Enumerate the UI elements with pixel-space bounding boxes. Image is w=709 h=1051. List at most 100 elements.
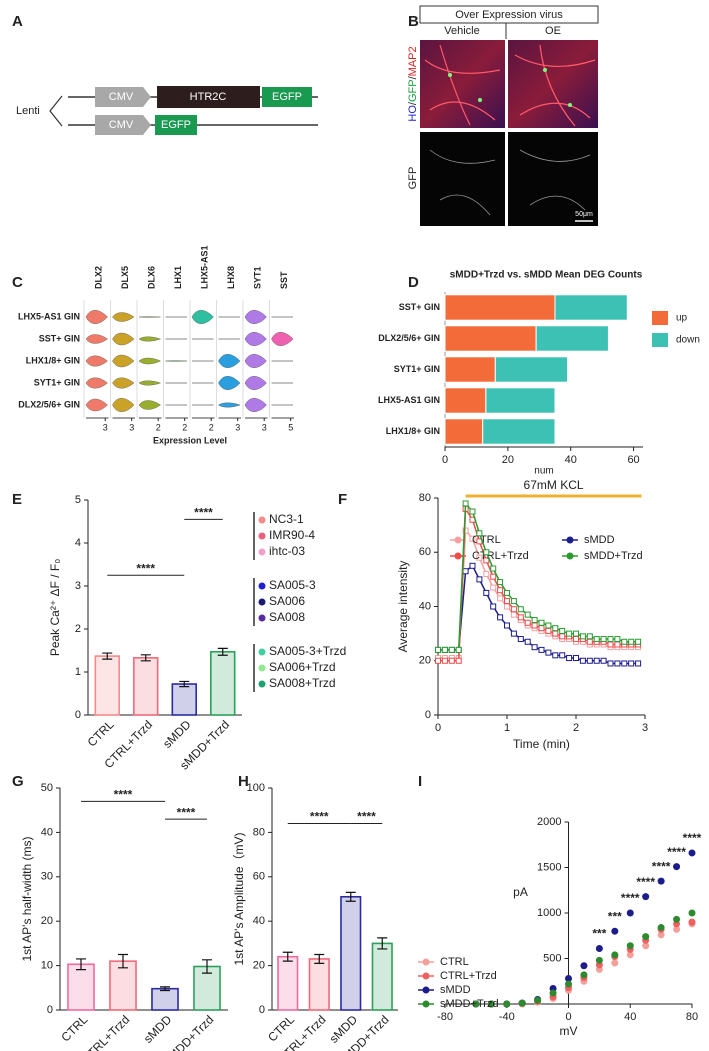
marker — [607, 660, 614, 667]
panel-label: F — [338, 491, 347, 508]
significance-label: **** — [177, 805, 196, 819]
legend-label: NC3-1 — [269, 512, 304, 526]
x-tick-label: 1 — [504, 722, 510, 734]
bar — [67, 963, 95, 1011]
violin — [218, 354, 241, 368]
legend-label: SA006 — [269, 594, 305, 608]
marker — [490, 603, 497, 610]
bar-segment — [444, 325, 537, 352]
marker — [504, 622, 510, 629]
marker — [510, 598, 517, 605]
marker — [462, 527, 469, 534]
row-label-part: MAP2 — [407, 46, 419, 76]
legend-label: CTRL — [440, 956, 469, 968]
legend-label: sMDD+Trzd — [584, 550, 643, 562]
x-tick-label: -80 — [437, 1011, 453, 1023]
marker — [469, 535, 476, 542]
x-axis-label: Expression Level — [153, 435, 227, 445]
x-tick-label: 0 — [435, 722, 441, 734]
marker — [628, 638, 635, 645]
marker — [455, 657, 462, 664]
gene-label: DLX6 — [147, 266, 157, 289]
marker — [476, 530, 483, 537]
chart-title: sMDD+Trzd vs. sMDD Mean DEG Counts — [450, 270, 643, 281]
panel-label: A — [12, 13, 23, 30]
point — [673, 925, 681, 933]
header: Over Expression virus — [455, 9, 563, 21]
scale-label: 50μm — [575, 211, 593, 218]
marker — [448, 657, 455, 664]
marker — [607, 636, 614, 643]
marker — [635, 660, 642, 667]
error-bar — [140, 654, 151, 662]
y-tick-label: 50 — [41, 782, 53, 794]
y-tick-label: LHX5-AS1 GIN — [378, 395, 440, 405]
marker — [469, 562, 476, 569]
x-tick-label: 3 — [129, 422, 134, 432]
violin — [138, 316, 161, 318]
marker — [538, 619, 545, 626]
y-tick-label: 40 — [41, 826, 53, 838]
marker — [524, 619, 531, 626]
significance-label: **** — [357, 810, 376, 824]
marker — [586, 638, 593, 645]
row-label-part: HO — [407, 105, 419, 122]
marker — [497, 595, 504, 602]
y-axis-label: 1st AP's Amplitude（mV) — [232, 832, 246, 965]
y-tick-label: DLX2/5/6+ GIN — [378, 333, 440, 343]
x-tick-label: 2 — [156, 422, 161, 432]
error-bar — [217, 647, 228, 656]
marker — [497, 587, 504, 594]
marker — [552, 625, 559, 632]
marker — [573, 630, 579, 637]
neurite — [424, 44, 596, 127]
marker — [490, 565, 497, 572]
legend-label: SA005-3+Trzd — [269, 644, 346, 658]
point — [472, 1000, 480, 1008]
legend-label: up — [676, 313, 688, 324]
bracket — [49, 95, 63, 127]
point — [487, 1000, 495, 1008]
point — [688, 849, 696, 857]
cell — [478, 98, 482, 102]
marker — [552, 630, 559, 637]
point — [626, 951, 634, 959]
bar-segment — [494, 356, 569, 383]
annotation: *** — [592, 927, 606, 941]
annotation: **** — [636, 875, 655, 889]
legend-label: ihtc-03 — [269, 544, 305, 558]
point — [595, 944, 603, 952]
point — [595, 956, 603, 964]
significance-label: **** — [194, 506, 213, 520]
row-label: LHX1/8+ GIN — [26, 355, 80, 365]
image-gfp — [508, 132, 598, 226]
y-axis-label: Average intensity — [396, 561, 410, 653]
marker — [524, 611, 531, 618]
image-gfp — [420, 132, 505, 226]
x-tick-label: -40 — [499, 1011, 515, 1023]
gene-label: DLX2 — [94, 266, 104, 289]
y-tick-label: 40 — [253, 915, 265, 927]
y-tick-label: 500 — [543, 952, 561, 964]
violin — [112, 354, 135, 368]
marker — [497, 614, 504, 621]
marker — [593, 657, 600, 664]
y-tick-label: LHX1/8+ GIN — [386, 426, 440, 436]
point — [611, 959, 619, 967]
marker — [504, 603, 510, 610]
x-tick-label: 40 — [624, 1011, 636, 1023]
marker — [483, 549, 490, 556]
violin — [244, 332, 267, 346]
point — [580, 971, 588, 979]
violin — [85, 398, 108, 412]
cell — [568, 103, 572, 107]
gene-label: LHX5-AS1 — [200, 245, 210, 289]
annotation: *** — [608, 909, 622, 923]
marker — [517, 606, 524, 613]
marker — [462, 568, 469, 575]
x-axis-label: Time (min) — [513, 737, 570, 751]
marker — [517, 636, 524, 643]
marker — [559, 627, 566, 634]
row-label: DLX2/5/6+ GIN — [18, 399, 80, 409]
bar — [171, 683, 197, 716]
